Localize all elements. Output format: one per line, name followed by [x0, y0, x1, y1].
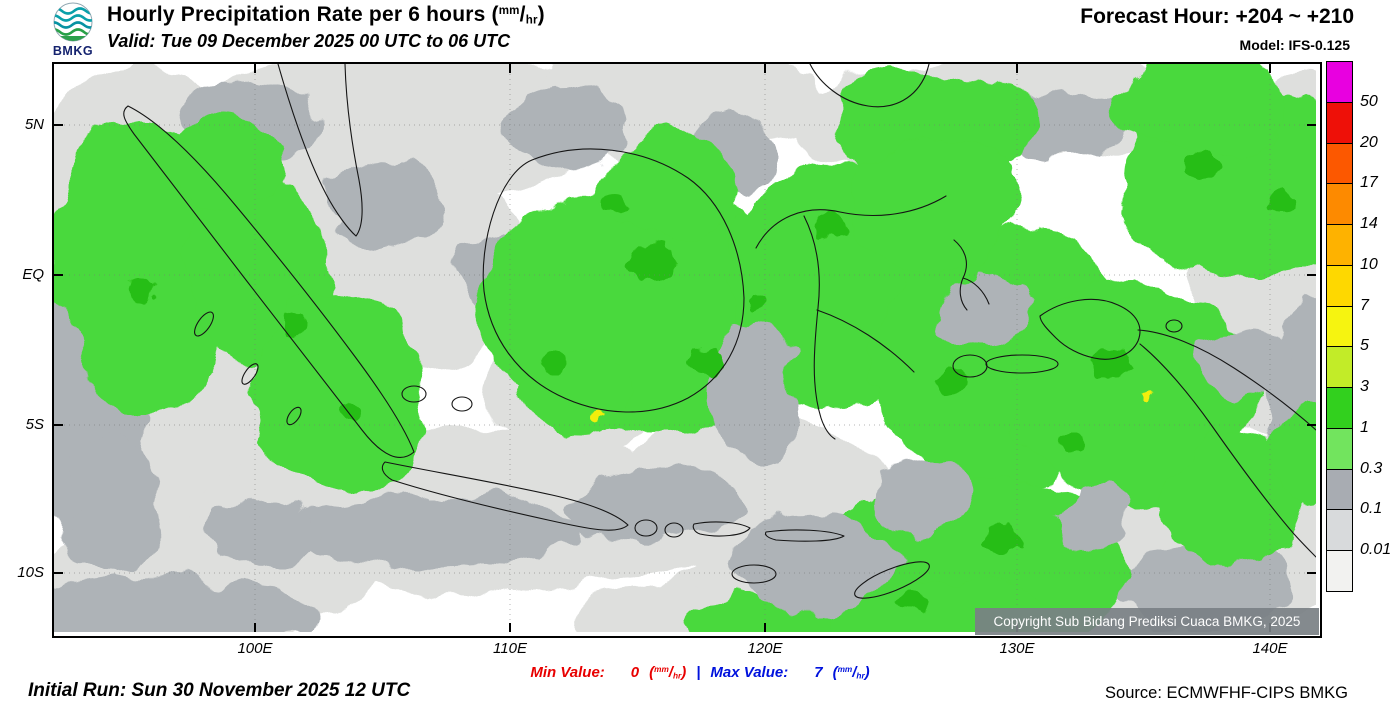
legend-colorbar — [1326, 61, 1353, 592]
precip-gray-over-layer — [709, 270, 1286, 612]
title-unit-numerator: mm — [498, 5, 520, 18]
minmax-line: Min Value: 0 (mm/hr) | Max Value: 7 (mm/hr) — [0, 664, 1400, 681]
model-label: Model: IFS-0.125 — [1239, 37, 1350, 53]
lon-label-110e: 110E — [493, 640, 527, 657]
max-value: 7 — [814, 664, 823, 681]
bmkg-logo-text: BMKG — [52, 44, 94, 58]
precipitation-map-canvas — [54, 64, 1316, 632]
lat-label-5n: 5N — [24, 116, 44, 133]
copyright-overlay: Copyright Sub Bidang Prediksi Cuaca BMKG… — [975, 608, 1319, 635]
gridlines — [54, 64, 1316, 632]
legend-color-4 — [1326, 224, 1353, 266]
title-unit-denominator: hr — [525, 14, 538, 27]
precip-green-layer — [54, 64, 1316, 632]
legend-label-0.3: 0.3 — [1360, 459, 1383, 477]
legend-color-11 — [1326, 509, 1353, 552]
legend-label-50: 50 — [1360, 92, 1378, 110]
legend-color-1 — [1326, 101, 1353, 144]
title-text: Hourly Precipitation Rate per 6 hours ( — [107, 3, 499, 26]
legend-color-9 — [1326, 427, 1353, 470]
legend-label-20: 20 — [1360, 133, 1378, 151]
max-value-label: Max Value: — [710, 664, 789, 681]
precip-yellow-layer — [593, 393, 1152, 420]
page-title: Hourly Precipitation Rate per 6 hours (m… — [107, 3, 545, 27]
legend-color-2 — [1326, 142, 1353, 185]
legend-color-0 — [1326, 61, 1353, 103]
bmkg-logo-icon — [53, 2, 93, 42]
min-value: 0 — [630, 664, 640, 681]
legend-label-3: 3 — [1360, 378, 1369, 396]
title-suffix: ) — [537, 3, 545, 26]
legend-label-1: 1 — [1360, 418, 1369, 436]
lon-label-130e: 130E — [999, 640, 1035, 657]
legend-label-17: 17 — [1360, 174, 1378, 192]
minmax-separator: | — [696, 664, 701, 681]
initial-run: Initial Run: Sun 30 November 2025 12 UTC — [28, 680, 411, 701]
legend-color-5 — [1326, 264, 1353, 307]
legend-label-10: 10 — [1360, 255, 1378, 273]
legend-label-0.01: 0.01 — [1360, 541, 1392, 559]
max-value-unit: (mm/hr) — [832, 664, 870, 681]
precip-dark-green-layer — [129, 150, 1296, 612]
legend-color-8 — [1326, 387, 1353, 429]
lon-label-140e: 140E — [1252, 640, 1288, 657]
lat-label-5s: 5S — [25, 416, 44, 433]
legend-label-14: 14 — [1360, 215, 1378, 233]
lat-label-eq: EQ — [22, 266, 44, 283]
title-unit-slash: / — [519, 3, 526, 26]
lat-label-10s: 10S — [17, 564, 44, 581]
min-value-unit: (mm/hr) — [649, 664, 687, 681]
legend-color-6 — [1326, 305, 1353, 348]
min-value-label: Min Value: — [530, 664, 605, 681]
map-panel: Copyright Sub Bidang Prediksi Cuaca BMKG… — [52, 62, 1322, 638]
legend-color-12 — [1326, 550, 1353, 592]
legend-color-10 — [1326, 468, 1353, 511]
source-label: Source: ECMWFHF-CIPS BMKG — [1105, 684, 1348, 702]
valid-datetime: Valid: Tue 09 December 2025 00 UTC to 06… — [107, 31, 511, 51]
legend-labels: 50 20 17 14 10 7 5 3 1 0.3 0.1 0.01 — [1360, 62, 1400, 607]
bmkg-logo: BMKG — [44, 1, 102, 59]
forecast-hour: Forecast Hour: +204 ~ +210 — [1080, 5, 1354, 28]
lon-label-100e: 100E — [237, 640, 273, 657]
legend-label-5: 5 — [1360, 337, 1369, 355]
coastlines — [123, 64, 1316, 599]
legend-label-7: 7 — [1360, 296, 1369, 314]
legend-color-3 — [1326, 183, 1353, 226]
legend-color-7 — [1326, 346, 1353, 389]
lon-label-120e: 120E — [747, 640, 783, 657]
legend-label-0.1: 0.1 — [1360, 500, 1383, 518]
